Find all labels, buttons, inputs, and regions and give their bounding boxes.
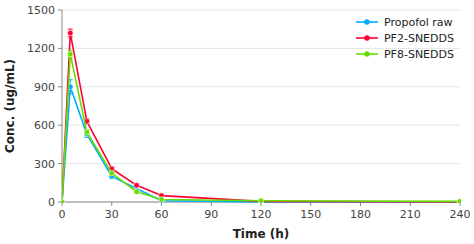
point: [62, 199, 65, 203]
legend-item: PF2-SNEDDS: [356, 32, 454, 45]
chart: 0 300 600 900 1200 1500 0 30 60 90 120 150 180 210 240…: [0, 0, 474, 244]
legend-swatch-marker: [364, 51, 370, 57]
x-tick-label: 60: [155, 208, 169, 221]
series: [62, 80, 461, 203]
legend-item: Propofol raw: [356, 16, 453, 29]
legend-swatch-marker: [364, 35, 370, 41]
y-grid-line: [62, 10, 460, 11]
x-tick-label: 90: [204, 208, 218, 221]
point: [109, 170, 115, 176]
error-bar: [68, 50, 73, 58]
point: [159, 197, 165, 203]
point: [62, 199, 65, 203]
legend-swatch-marker: [364, 19, 370, 25]
point: [258, 198, 264, 203]
plot-data: [62, 29, 461, 203]
error-bar: [84, 130, 89, 135]
x-tick-label: 120: [251, 208, 272, 221]
point: [62, 199, 65, 203]
point: [457, 199, 461, 203]
point: [134, 183, 140, 189]
error-bar-cap: [68, 36, 73, 37]
point: [134, 189, 140, 195]
legend-label: PF2-SNEDDS: [384, 32, 454, 45]
error-bar-cap: [68, 58, 73, 59]
x-axis-label: Time (h): [233, 227, 290, 241]
legend-label: PF8-SNEDDS: [384, 48, 454, 61]
legend-label: Propofol raw: [384, 16, 453, 29]
point: [67, 30, 73, 36]
y-tick: [58, 10, 62, 11]
axes: 0 300 600 900 1200 1500 0 30 60 90 120 150 180 210 240: [27, 4, 471, 221]
y-tick-label: 0: [48, 196, 55, 209]
x-tick-label: 150: [300, 208, 321, 221]
series: [62, 50, 461, 203]
y-tick: [58, 163, 62, 164]
point: [67, 51, 73, 57]
point: [457, 199, 461, 203]
y-tick: [58, 48, 62, 49]
y-tick-label: 1200: [27, 42, 55, 55]
series: [62, 29, 461, 203]
y-tick: [58, 125, 62, 126]
y-tick-label: 1500: [27, 4, 55, 17]
x-tick: [111, 202, 112, 206]
x-tick-label: 180: [350, 208, 371, 221]
y-axis-line: [62, 10, 63, 202]
error-bar-cap: [68, 50, 73, 51]
point: [258, 199, 264, 203]
error-bar: [68, 29, 73, 37]
x-tick-label: 30: [105, 208, 119, 221]
legend-item: PF8-SNEDDS: [356, 48, 454, 61]
point: [84, 129, 90, 135]
legend: Propofol raw PF2-SNEDDS PF8-SNEDDS: [356, 16, 454, 61]
y-tick-label: 600: [34, 119, 55, 132]
y-tick: [58, 202, 62, 203]
series-line: [62, 87, 460, 202]
y-grid-line: [62, 86, 460, 87]
error-bar-cap: [68, 29, 73, 30]
series-line: [62, 33, 460, 202]
point: [457, 199, 461, 203]
x-tick-label: 0: [59, 208, 66, 221]
x-tick: [211, 202, 212, 206]
y-grid-line: [62, 125, 460, 126]
y-grid-line: [62, 163, 460, 164]
y-tick-label: 300: [34, 158, 55, 171]
x-tick-label: 210: [400, 208, 421, 221]
y-tick: [58, 86, 62, 87]
y-axis-label: Conc. (ug/mL): [3, 59, 17, 153]
x-tick-label: 240: [450, 208, 471, 221]
y-tick-label: 900: [34, 81, 55, 94]
series-line: [62, 54, 460, 202]
